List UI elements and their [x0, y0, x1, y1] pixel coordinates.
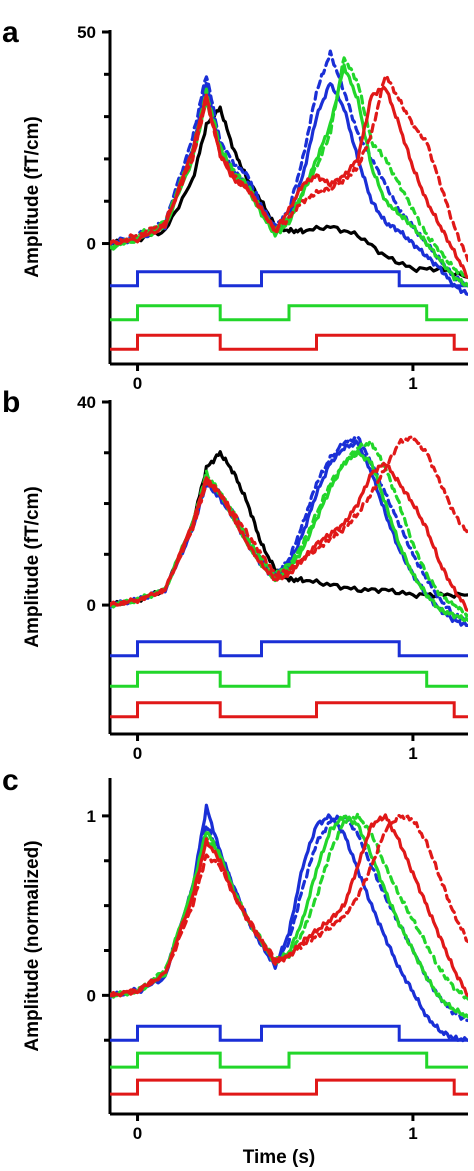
panel-letter: b [2, 386, 20, 419]
x-tick-label: 1 [408, 744, 417, 763]
x-tick-label: 1 [408, 374, 417, 393]
stimulus-trace [110, 304, 468, 322]
stimulus-trace [110, 1051, 468, 1069]
series-line [110, 813, 468, 998]
stimulus-trace [110, 670, 468, 688]
series-line [110, 803, 468, 1043]
series-line [110, 450, 468, 607]
x-tick-label: 0 [133, 744, 142, 763]
series-line [110, 813, 468, 998]
y-axis-label: Amplitude (fT/cm) [22, 116, 43, 278]
traces [110, 435, 468, 628]
series-line [110, 105, 468, 279]
series-line [110, 811, 468, 1001]
stimulus-trace [110, 270, 468, 288]
stimulus-trace [110, 701, 468, 719]
y-tick-label: 0 [87, 986, 96, 1005]
stimulus-trace [110, 1024, 468, 1042]
x-tick-label: 0 [133, 1124, 142, 1143]
traces [110, 49, 468, 296]
series-line [110, 74, 468, 263]
traces [110, 803, 468, 1043]
y-tick-label: 40 [77, 393, 96, 412]
x-axis-label: Time (s) [243, 1147, 316, 1168]
x-tick-label: 1 [408, 1124, 417, 1143]
panel-letter: a [2, 16, 19, 49]
y-tick-label: 0 [87, 235, 96, 254]
y-tick-label: 50 [77, 23, 96, 42]
stimulus-trace [110, 1078, 468, 1096]
panel-letter: c [2, 764, 19, 797]
y-tick-label: 0 [87, 596, 96, 615]
series-line [110, 49, 468, 288]
panel-b: b 0 40 0 1 Amplitude (fT/cm) [2, 386, 468, 763]
series-line [110, 461, 468, 612]
series-line [110, 814, 468, 1023]
series-line [110, 63, 468, 288]
series-line [110, 81, 468, 296]
series-line [110, 435, 468, 607]
x-tick-label: 0 [133, 374, 142, 393]
panel-c: c 0 1 0 1 Amplitude (normalized) Time (s) [2, 764, 468, 1168]
stimulus-trace [110, 333, 468, 351]
y-axis-label: Amplitude (fT/cm) [22, 486, 43, 648]
y-tick-label: 1 [87, 807, 96, 826]
series-line [110, 814, 468, 1019]
y-axis-label: Amplitude (normalized) [22, 840, 43, 1051]
stimulus-trace [110, 640, 468, 658]
panel-a: a 0 50 0 1 Amplitude (fT/cm) [2, 16, 468, 393]
